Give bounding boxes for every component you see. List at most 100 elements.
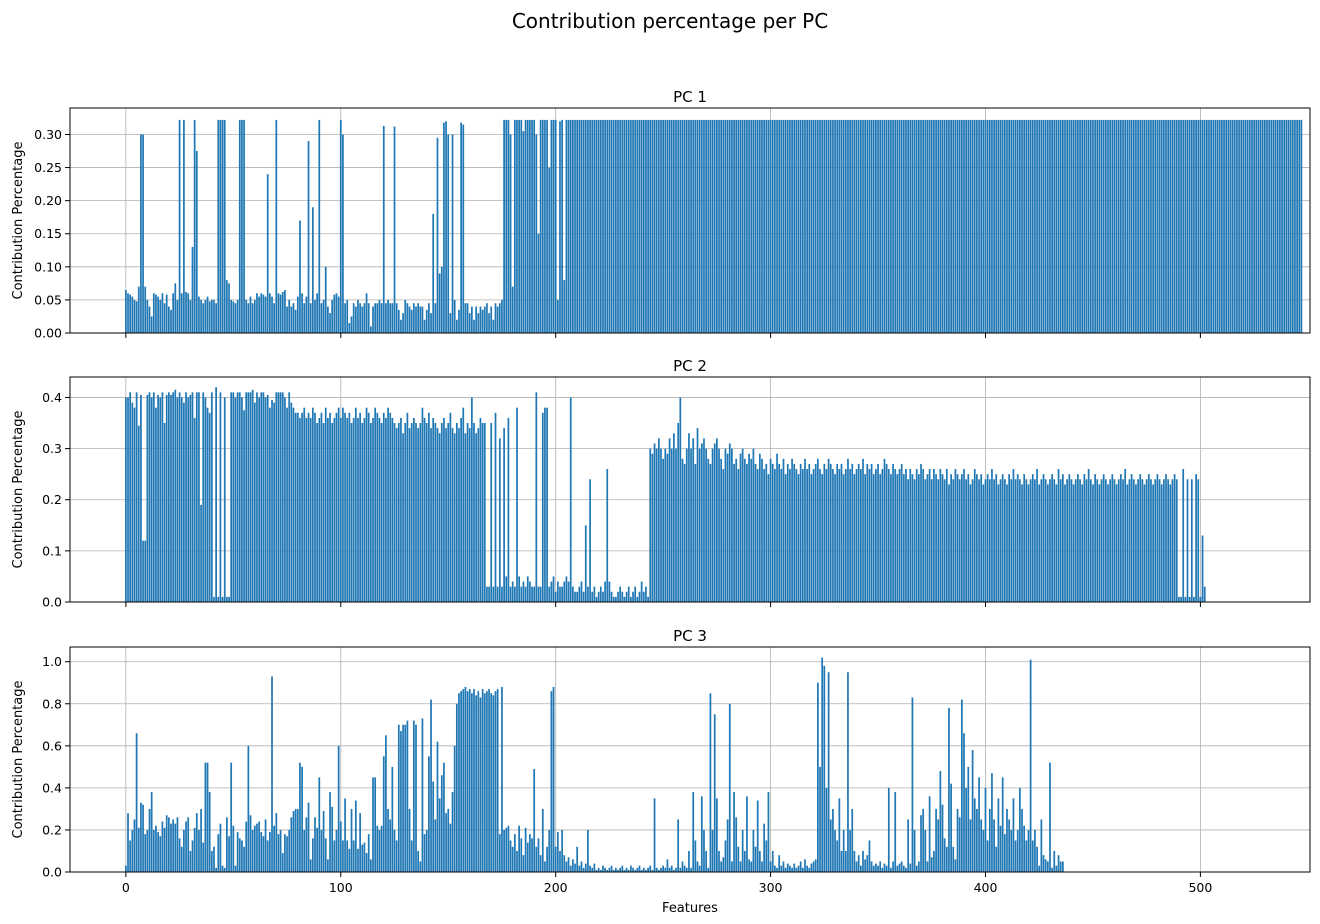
bar (535, 134, 538, 333)
bar (238, 838, 241, 872)
bar (988, 479, 991, 602)
bar (563, 280, 566, 333)
bar (382, 412, 385, 602)
bar (477, 428, 480, 602)
bar (296, 412, 299, 602)
bar (758, 453, 761, 602)
bar (675, 119, 677, 333)
bar (335, 829, 338, 872)
bar (574, 119, 576, 333)
bar (1111, 119, 1114, 333)
bar (279, 294, 282, 333)
bar (468, 428, 471, 602)
panel-title: PC 2 (673, 357, 707, 375)
bar (180, 846, 183, 872)
bar (443, 122, 445, 333)
bar (679, 119, 682, 333)
bar (595, 596, 598, 602)
bar (698, 865, 701, 872)
bar (434, 303, 437, 333)
bar (488, 689, 490, 872)
bar (408, 428, 411, 602)
bar (331, 423, 334, 602)
bar (421, 407, 424, 602)
bar (387, 299, 389, 333)
bar (716, 119, 718, 333)
bar (638, 591, 641, 602)
bar (546, 846, 548, 872)
bar (316, 827, 318, 872)
bar (1010, 119, 1013, 333)
bar (902, 474, 905, 602)
bar (402, 433, 404, 602)
bar (801, 867, 804, 872)
bar (135, 733, 138, 872)
bar (198, 392, 200, 602)
bar (348, 323, 351, 333)
bar (795, 867, 798, 872)
bar (761, 119, 763, 333)
bar (490, 423, 493, 602)
bar (1124, 469, 1127, 602)
bar (537, 233, 540, 333)
bar (1184, 119, 1187, 333)
bar (567, 857, 570, 872)
bar (174, 823, 177, 872)
bar (249, 296, 252, 333)
bar (479, 697, 482, 872)
bar (412, 417, 415, 602)
bar (630, 865, 632, 872)
bar (486, 586, 488, 602)
bar (178, 838, 181, 872)
bar (342, 407, 344, 602)
bar (260, 832, 263, 872)
bar (958, 817, 961, 872)
bar (1066, 479, 1069, 602)
bar (292, 407, 295, 602)
bar (784, 119, 787, 333)
bar (513, 119, 516, 333)
bar (432, 213, 435, 333)
bar (782, 861, 785, 872)
bar (1253, 119, 1255, 333)
bar (148, 392, 151, 602)
bar (679, 867, 682, 872)
bar (161, 821, 164, 872)
bar (1064, 119, 1066, 333)
bar (709, 119, 712, 333)
bar (440, 775, 443, 872)
bar (801, 119, 804, 333)
bar (546, 407, 548, 602)
bar (303, 407, 306, 602)
bar (1087, 469, 1090, 602)
bar (890, 867, 892, 872)
bar (649, 119, 652, 333)
bar (627, 119, 630, 333)
bar (883, 863, 886, 872)
bar (337, 407, 340, 602)
bar (455, 423, 458, 602)
bar (187, 293, 190, 333)
bar (1259, 119, 1262, 333)
bar (370, 859, 372, 872)
bar (208, 301, 211, 333)
bar (385, 735, 387, 872)
bar (608, 867, 611, 872)
bar (720, 119, 723, 333)
bar (928, 469, 931, 602)
bar (1154, 119, 1157, 333)
bar (776, 867, 778, 872)
bar (1046, 119, 1049, 333)
bar (584, 863, 587, 872)
bar (234, 865, 237, 872)
bar (941, 119, 944, 333)
bar (157, 296, 159, 333)
bar (501, 586, 503, 602)
bar (675, 867, 677, 872)
bar (144, 286, 147, 333)
bar (578, 586, 581, 602)
bar (739, 861, 742, 872)
bar (853, 474, 856, 602)
bar (305, 296, 308, 333)
bar (1072, 119, 1075, 333)
